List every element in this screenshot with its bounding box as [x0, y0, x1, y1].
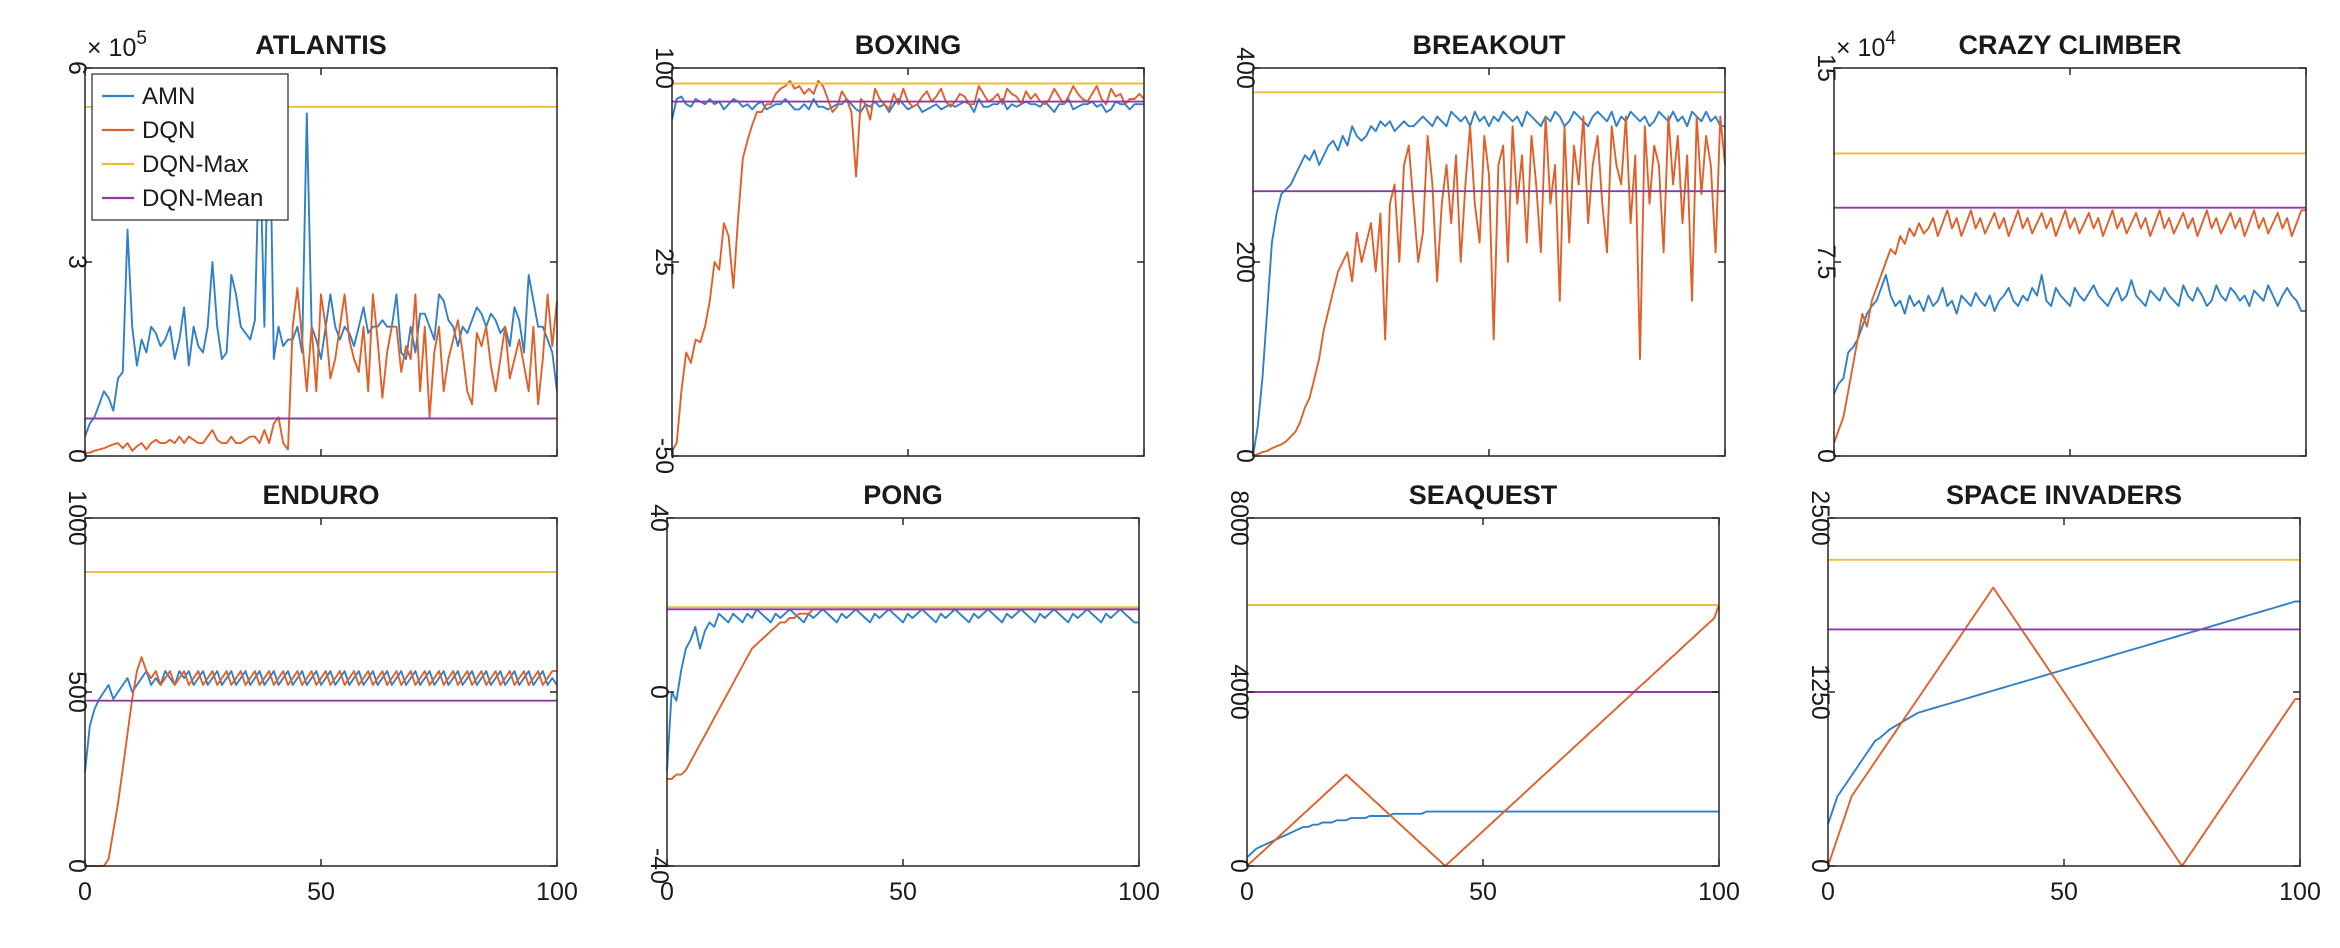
y-tick-label: 0	[63, 449, 91, 463]
series-dqn	[85, 656, 557, 867]
y-tick-label: 7.5	[1812, 245, 1840, 280]
x-tick-label: 50	[1469, 878, 1497, 906]
subplot-boxing: BOXING -50 25 100	[650, 30, 1145, 474]
series-dqn	[667, 608, 1139, 780]
subplot-space-invaders: SPACE INVADERS 0 1250 2500 0 50 100	[1806, 480, 2321, 906]
series-amn	[1827, 600, 2300, 825]
series-amn	[1833, 273, 2306, 395]
subplot-seaquest: SEAQUEST 0 4000 8000 0 50 100	[1225, 480, 1740, 906]
y-tick-label: 4000	[1225, 664, 1253, 720]
subplot-crazy-climber: CRAZY CLIMBER 0 7.5 15× 104	[1812, 28, 2307, 463]
y-tick-label: -50	[650, 438, 678, 474]
x-tick-label: 50	[889, 878, 917, 906]
x-tick-label: 0	[660, 878, 674, 906]
chart-title: SEAQUEST	[1409, 480, 1558, 510]
legend-label: DQN	[142, 117, 195, 144]
x-tick-label: 100	[2279, 878, 2321, 906]
y-tick-label: 0	[1231, 449, 1259, 463]
y-tick-label: 0	[1225, 859, 1253, 873]
plot-frame	[1833, 67, 2307, 457]
y-tick-label: 8000	[1225, 490, 1253, 546]
y-tick-label: 0	[63, 859, 91, 873]
y-tick-label: 25	[650, 248, 678, 276]
y-tick-label: 500	[63, 671, 91, 713]
chart-title: BREAKOUT	[1413, 30, 1567, 60]
chart-title: ENDURO	[262, 480, 379, 510]
legend-label: DQN-Max	[142, 151, 249, 178]
series-dqn	[1252, 115, 1726, 457]
y-tick-label: -40	[645, 848, 673, 884]
chart-title: SPACE INVADERS	[1946, 480, 2182, 510]
y-tick-label: 1250	[1806, 664, 1834, 720]
y-tick-label: 200	[1231, 241, 1259, 283]
axis-multiplier: × 105	[87, 28, 147, 62]
x-tick-label: 50	[307, 878, 335, 906]
y-tick-label: 2500	[1806, 490, 1834, 546]
series-dqn	[1246, 604, 1720, 867]
x-tick-label: 50	[2050, 878, 2078, 906]
y-tick-label: 0	[1806, 859, 1834, 873]
series-amn	[666, 608, 1139, 771]
series-dqn	[671, 79, 1145, 452]
series-dqn	[1827, 586, 2300, 867]
series-amn	[1246, 810, 1719, 859]
y-tick-label: 0	[1812, 449, 1840, 463]
legend: AMN DQN DQN-Max DQN-Mean	[91, 73, 289, 221]
legend-box	[91, 73, 289, 221]
legend-label: DQN-Mean	[142, 185, 263, 212]
series-amn	[84, 670, 558, 773]
x-tick-label: 0	[1240, 878, 1254, 906]
y-tick-label: 3	[63, 255, 91, 269]
x-tick-label: 100	[536, 878, 578, 906]
legend-label: AMN	[142, 83, 195, 110]
series-amn	[84, 73, 558, 437]
subplot-enduro: ENDURO 0 500 1000 0 50 100	[63, 480, 578, 906]
chart-title: BOXING	[855, 30, 962, 60]
x-tick-label: 0	[1821, 878, 1835, 906]
subplot-atlantis: ATLANTIS 0 3 6× 105 AMN DQN DQN-Max DQN-Mean	[63, 28, 558, 463]
plot-frame	[84, 517, 558, 867]
y-tick-label: 1000	[63, 490, 91, 546]
series-amn	[1252, 110, 1725, 457]
plot-frame	[671, 67, 1145, 457]
series-dqn	[85, 286, 558, 454]
plot-frame	[666, 517, 1140, 867]
x-tick-label: 100	[1118, 878, 1160, 906]
chart-title: CRAZY CLIMBER	[1958, 30, 2181, 60]
chart-title: PONG	[863, 480, 943, 510]
subplot-breakout: BREAKOUT 0 200 400	[1231, 30, 1726, 463]
chart-title: ATLANTIS	[255, 30, 386, 60]
y-tick-label: 100	[650, 47, 678, 89]
y-tick-label: 0	[645, 685, 673, 699]
y-tick-label: 6	[63, 61, 91, 75]
y-tick-label: 15	[1812, 54, 1840, 82]
y-tick-label: 40	[645, 504, 673, 532]
y-tick-label: 400	[1231, 47, 1259, 89]
axis-multiplier: × 104	[1836, 28, 1896, 62]
series-dqn	[1833, 209, 2306, 444]
x-tick-label: 100	[1698, 878, 1740, 906]
x-tick-label: 0	[78, 878, 92, 906]
